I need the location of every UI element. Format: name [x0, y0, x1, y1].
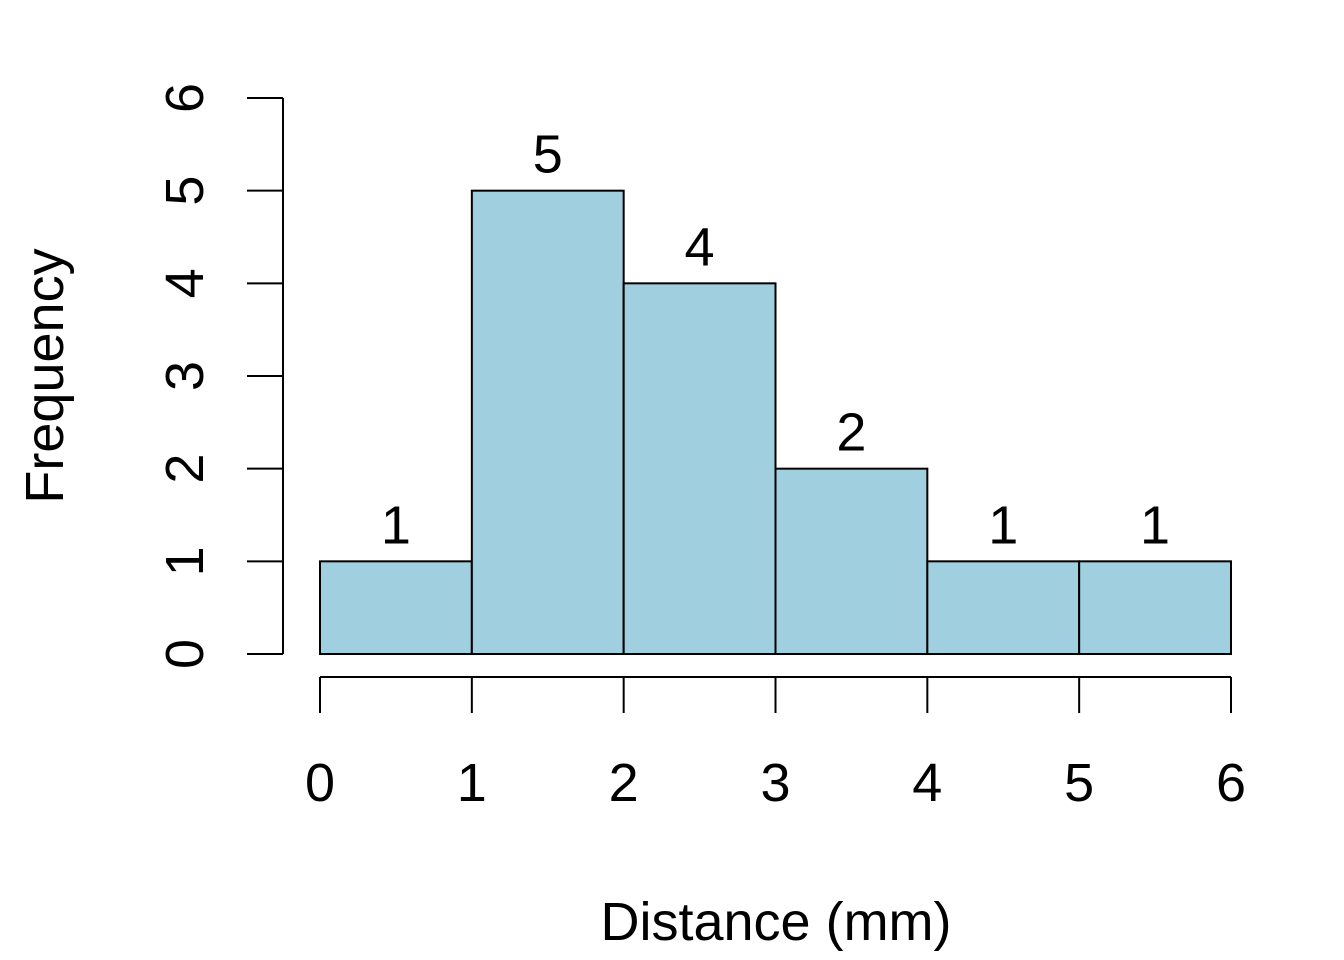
- y-axis-title: Frequency: [15, 248, 75, 503]
- bar-value-label: 1: [1140, 495, 1170, 555]
- x-tick-label: 5: [1064, 753, 1094, 813]
- histogram-bar: [926, 560, 1081, 655]
- y-tick-label: 1: [155, 546, 215, 576]
- x-tick-label: 4: [912, 753, 942, 813]
- bar-value-label: 1: [988, 495, 1018, 555]
- x-tick-label: 1: [457, 753, 487, 813]
- histogram-bar: [622, 282, 777, 655]
- y-tick-label: 3: [155, 361, 215, 391]
- x-axis: 0 1 2 3 4 5 6: [305, 676, 1246, 813]
- histogram-bar: [1078, 560, 1232, 655]
- y-tick-label: 0: [155, 639, 215, 669]
- y-tick-label: 5: [155, 176, 215, 206]
- x-tick-label: 2: [609, 753, 639, 813]
- x-tick-label: 0: [305, 753, 335, 813]
- bar-labels-group: 1 5 4 2 1 1: [381, 125, 1170, 556]
- x-tick-label: 6: [1216, 753, 1246, 813]
- x-axis-title: Distance (mm): [600, 892, 951, 952]
- x-tick-label: 3: [760, 753, 790, 813]
- histogram-bar: [774, 467, 929, 655]
- bar-value-label: 2: [836, 403, 866, 463]
- y-tick-label: 4: [155, 268, 215, 298]
- y-axis: 0 1 2 3 4 5 6: [155, 83, 284, 669]
- y-tick-label: 2: [155, 454, 215, 484]
- bar-value-label: 1: [381, 495, 411, 555]
- bar-value-label: 5: [533, 125, 563, 185]
- y-tick-label: 6: [155, 83, 215, 113]
- bar-value-label: 4: [685, 217, 715, 277]
- histogram-bar: [470, 189, 625, 656]
- histogram-bar: [319, 560, 473, 655]
- bars-group: [319, 189, 1232, 656]
